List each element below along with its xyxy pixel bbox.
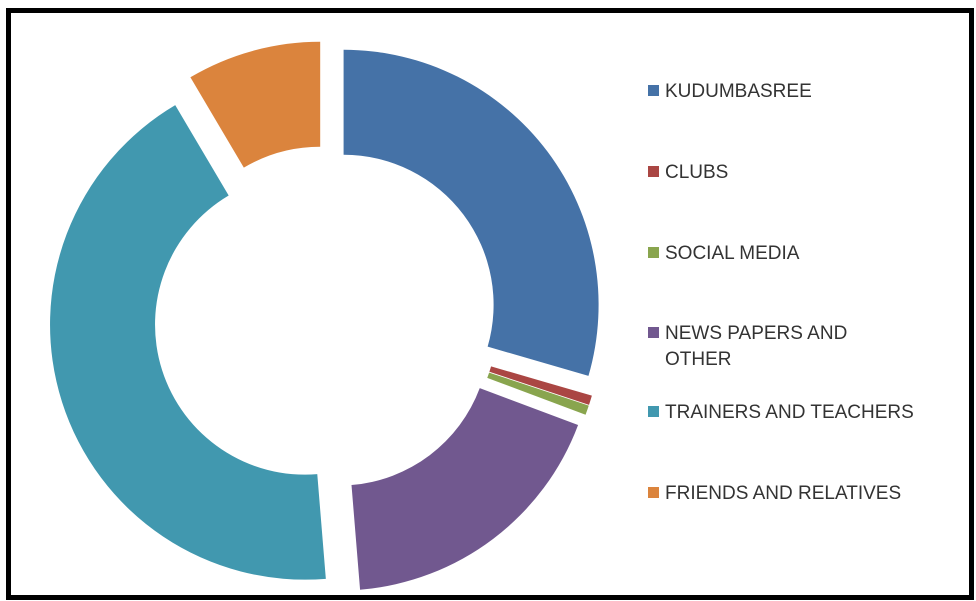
legend-label-friends-and-relatives: FRIENDS AND RELATIVES xyxy=(665,483,902,504)
legend-swatch-news-papers-and-other xyxy=(648,327,659,338)
legend-label-social-media: SOCIAL MEDIA xyxy=(665,243,800,264)
slice-friends-and-relatives xyxy=(190,41,321,168)
legend: KUDUMBASREE CLUBS SOCIAL MEDIA NEWS PAPE… xyxy=(648,0,968,601)
legend-swatch-kudumbasree xyxy=(648,85,659,96)
legend-label-news-papers-and-other: NEWS PAPERS AND OTHER xyxy=(665,323,848,370)
legend-swatch-friends-and-relatives xyxy=(648,487,659,498)
slice-kudumbasree xyxy=(343,49,599,376)
legend-swatch-social-media xyxy=(648,247,659,258)
legend-item-friends-and-relatives: FRIENDS AND RELATIVES xyxy=(648,481,955,507)
slice-trainers-and-teachers xyxy=(50,105,326,580)
legend-item-social-media: SOCIAL MEDIA xyxy=(648,241,955,267)
slice-clubs xyxy=(489,366,592,405)
legend-item-clubs: CLUBS xyxy=(648,160,955,186)
legend-swatch-trainers-and-teachers xyxy=(648,406,659,417)
legend-label-clubs: CLUBS xyxy=(665,162,729,183)
legend-item-kudumbasree: KUDUMBASREE xyxy=(648,79,955,105)
legend-item-news-papers-and-other: NEWS PAPERS AND OTHER xyxy=(648,321,895,373)
legend-swatch-clubs xyxy=(648,166,659,177)
slice-social-media xyxy=(487,372,589,415)
legend-label-trainers-and-teachers: TRAINERS AND TEACHERS xyxy=(665,402,914,423)
donut-slices xyxy=(50,41,599,590)
slice-news-papers-and-other xyxy=(351,388,579,590)
legend-label-kudumbasree: KUDUMBASREE xyxy=(665,81,812,102)
legend-item-trainers-and-teachers: TRAINERS AND TEACHERS xyxy=(648,400,955,426)
